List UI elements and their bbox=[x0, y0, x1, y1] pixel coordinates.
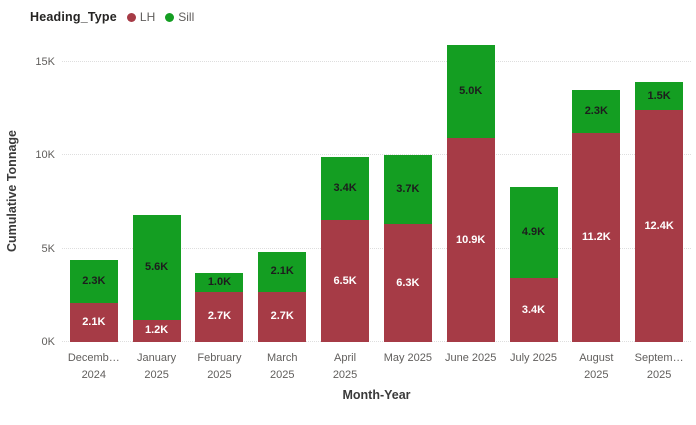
bar-value-label: 1.0K bbox=[207, 275, 232, 288]
x-axis-title: Month-Year bbox=[342, 388, 411, 402]
y-tick-label: 15K bbox=[35, 55, 55, 68]
bar-value-label: 2.1K bbox=[82, 315, 106, 328]
bar-segment-sill[interactable]: 5.0K bbox=[446, 44, 495, 139]
bar-segment-sill[interactable]: 5.6K bbox=[132, 214, 181, 320]
bar-value-label: 11.2K bbox=[581, 230, 611, 243]
y-tick-label: 5K bbox=[41, 242, 55, 255]
bar-segment-lh[interactable]: 1.2K bbox=[132, 319, 181, 342]
bar-value-label: 5.0K bbox=[459, 84, 483, 97]
bar-segment-sill[interactable]: 1.5K bbox=[635, 82, 684, 111]
y-axis-title: Cumulative Tonnage bbox=[5, 129, 19, 252]
bar-segment-sill[interactable]: 3.4K bbox=[321, 156, 370, 221]
bar-value-label: 2.7K bbox=[207, 310, 232, 323]
plot-area: 2.1K 2.3K 1.2K 5.6K 2.7K 1.0K 2.7K 2.1K 6.5K 3.4K… bbox=[62, 40, 691, 342]
bar-column[interactable]: 2.7K 2.1K bbox=[251, 252, 313, 342]
x-axis-category-label: May 2025 bbox=[383, 352, 433, 364]
bar-segment-lh[interactable]: 2.7K bbox=[258, 291, 307, 342]
y-axis-tick-labels: 0K 5K 10K 15K bbox=[24, 40, 57, 348]
bar-value-label: 4.9K bbox=[521, 226, 546, 239]
bar-segment-lh[interactable]: 3.4K bbox=[509, 278, 558, 342]
bar-value-label: 2.3K bbox=[82, 274, 106, 287]
bar-column[interactable]: 12.4K 1.5K bbox=[628, 82, 690, 342]
bar-segment-lh[interactable]: 6.5K bbox=[321, 220, 370, 342]
legend: Heading_Type LH Sill bbox=[30, 8, 194, 26]
x-axis-category-label: February 2025 bbox=[197, 352, 242, 381]
bar-value-label: 2.3K bbox=[584, 104, 608, 117]
bar-segment-sill[interactable]: 1.0K bbox=[195, 272, 244, 292]
bar-segment-sill[interactable]: 2.3K bbox=[69, 259, 118, 303]
bar-value-label: 1.5K bbox=[647, 89, 671, 102]
bar-value-label: 6.3K bbox=[396, 276, 420, 289]
x-axis-category-label: April 2025 bbox=[332, 352, 358, 381]
bar-segment-sill[interactable]: 2.1K bbox=[258, 252, 307, 292]
legend-item-label: Sill bbox=[178, 10, 195, 24]
bar-segment-sill[interactable]: 2.3K bbox=[572, 89, 621, 133]
gridline bbox=[62, 154, 691, 156]
bar-value-label: 3.7K bbox=[396, 183, 420, 196]
bar-column[interactable]: 2.7K 1.0K bbox=[188, 272, 250, 342]
bar-value-label: 6.5K bbox=[333, 274, 357, 287]
legend-title: Heading_Type bbox=[30, 10, 117, 24]
x-axis-category-label: January 2025 bbox=[137, 352, 177, 381]
y-axis-title-container: Cumulative Tonnage bbox=[2, 40, 22, 342]
lh-color-dot bbox=[126, 12, 136, 22]
bar-column[interactable]: 2.1K 2.3K bbox=[63, 259, 125, 342]
bar-value-label: 3.4K bbox=[521, 303, 546, 316]
x-axis-category-label: March 2025 bbox=[266, 352, 298, 381]
bar-value-label: 2.1K bbox=[270, 265, 294, 278]
bar-segment-lh[interactable]: 11.2K bbox=[572, 132, 621, 342]
bar-segment-sill[interactable]: 3.7K bbox=[383, 155, 432, 225]
x-axis-category-label: Septem… 2025 bbox=[634, 352, 684, 381]
bar-column[interactable]: 1.2K 5.6K bbox=[126, 214, 188, 342]
x-axis-category-label: Decemb… 2024 bbox=[67, 352, 120, 381]
gridline bbox=[62, 60, 691, 62]
bar-value-label: 5.6K bbox=[145, 260, 169, 273]
bar-column[interactable]: 10.9K 5.0K bbox=[440, 44, 502, 342]
x-axis-category-labels: Decemb… 2024 January 2025 February 2025 March 2… bbox=[62, 350, 691, 383]
bar-column[interactable]: 3.4K 4.9K bbox=[503, 186, 565, 342]
bar-segment-sill[interactable]: 4.9K bbox=[509, 186, 558, 279]
bars-container: 2.1K 2.3K 1.2K 5.6K 2.7K 1.0K 2.7K 2.1K 6.5K 3.4K… bbox=[62, 40, 691, 342]
bar-column[interactable]: 6.5K 3.4K bbox=[314, 156, 376, 342]
bar-value-label: 2.7K bbox=[270, 310, 294, 323]
gridline bbox=[62, 247, 691, 249]
legend-item-lh[interactable]: LH bbox=[126, 10, 156, 24]
bar-column[interactable]: 11.2K 2.3K bbox=[565, 89, 627, 342]
bar-column[interactable]: 6.3K 3.7K bbox=[377, 155, 439, 342]
gridline bbox=[62, 341, 691, 342]
bar-value-label: 12.4K bbox=[644, 219, 674, 232]
x-axis-category-label: June 2025 bbox=[444, 352, 497, 364]
sill-color-dot bbox=[165, 12, 175, 22]
x-axis-category-label: July 2025 bbox=[509, 352, 558, 364]
y-tick-label: 10K bbox=[35, 149, 55, 162]
legend-item-sill[interactable]: Sill bbox=[165, 10, 194, 24]
bar-segment-lh[interactable]: 2.7K bbox=[195, 291, 244, 342]
bar-segment-lh[interactable]: 12.4K bbox=[635, 110, 684, 342]
bar-value-label: 1.2K bbox=[145, 324, 169, 337]
bar-value-label: 3.4K bbox=[333, 182, 357, 195]
bar-segment-lh[interactable]: 2.1K bbox=[69, 302, 118, 342]
y-tick-label: 0K bbox=[41, 336, 55, 348]
bar-segment-lh[interactable]: 10.9K bbox=[446, 138, 495, 342]
x-axis-category-label: August 2025 bbox=[579, 352, 614, 381]
legend-item-label: LH bbox=[139, 10, 156, 24]
bar-value-label: 10.9K bbox=[456, 233, 486, 246]
bar-segment-lh[interactable]: 6.3K bbox=[383, 224, 432, 342]
